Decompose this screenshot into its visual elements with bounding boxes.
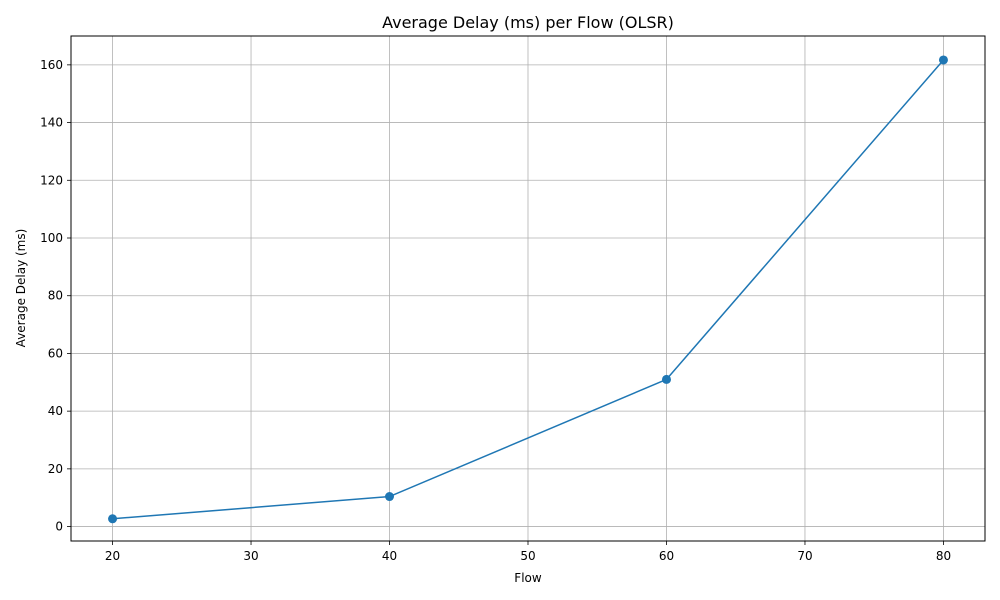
grid [71, 36, 985, 541]
x-tick-label: 70 [797, 549, 812, 563]
data-point [108, 514, 118, 524]
data-point [938, 55, 948, 65]
axis-ticks: 20 30 40 50 60 70 80 0 20 40 60 80 100 120 140 160 [40, 58, 951, 563]
x-tick-label: 50 [520, 549, 535, 563]
series-layer [108, 55, 948, 524]
y-axis-label: Average Delay (ms) [14, 229, 28, 348]
y-tick-label: 100 [40, 231, 63, 245]
y-tick-label: 140 [40, 116, 63, 130]
x-tick-label: 80 [936, 549, 951, 563]
y-tick-label: 0 [55, 520, 63, 534]
y-tick-label: 20 [48, 462, 63, 476]
y-tick-label: 80 [48, 289, 63, 303]
x-tick-label: 60 [659, 549, 674, 563]
chart-title: Average Delay (ms) per Flow (OLSR) [382, 13, 674, 32]
y-tick-label: 120 [40, 173, 63, 187]
data-point [661, 374, 671, 384]
x-tick-label: 30 [243, 549, 258, 563]
data-point [385, 492, 395, 502]
y-tick-label: 40 [48, 404, 63, 418]
series-line [112, 59, 945, 520]
y-tick-label: 60 [48, 346, 63, 360]
x-tick-label: 20 [105, 549, 120, 563]
x-tick-label: 40 [382, 549, 397, 563]
x-axis-label: Flow [514, 571, 542, 585]
y-tick-label: 160 [40, 58, 63, 72]
